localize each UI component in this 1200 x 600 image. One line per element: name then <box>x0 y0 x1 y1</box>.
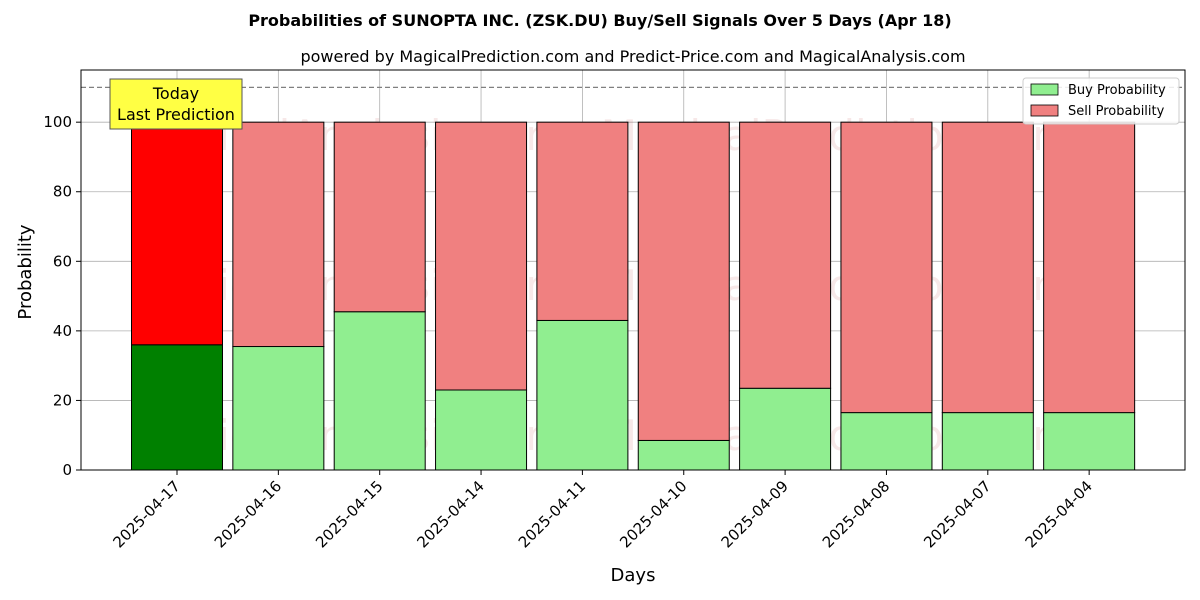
bar-sell <box>941 121 1034 414</box>
chart-subtitle: powered by MagicalPrediction.com and Pre… <box>300 47 965 66</box>
bar-sell <box>840 121 933 414</box>
bar-buy <box>739 387 832 471</box>
x-tick-label: 2025-04-16 <box>211 477 285 551</box>
bar-sell <box>333 121 426 313</box>
bar-buy <box>333 311 426 471</box>
y-tick-label: 60 <box>53 252 72 270</box>
y-tick-label: 20 <box>53 391 72 409</box>
bar-sell <box>1043 121 1136 414</box>
bars <box>131 121 1136 471</box>
x-ticks: 2025-04-17 2025-04-16 2025-04-15 2025-04-14… <box>109 470 1096 551</box>
bar-sell <box>637 121 730 441</box>
y-tick-label: 40 <box>53 322 72 340</box>
bar-buy <box>435 389 528 471</box>
annotation-line-1: Today <box>152 84 199 103</box>
x-axis-label: Days <box>611 565 656 586</box>
legend-swatch-buy <box>1030 83 1059 96</box>
bar-buy <box>131 344 223 471</box>
legend-label-buy: Buy Probability <box>1068 83 1166 98</box>
bar-sell <box>232 121 325 348</box>
bar-buy <box>840 412 933 471</box>
x-tick-label: 2025-04-11 <box>515 477 589 551</box>
bar-buy <box>637 439 730 471</box>
annotation-line-2: Last Prediction <box>117 105 235 124</box>
x-tick-label: 2025-04-10 <box>616 477 690 551</box>
y-tick-label: 100 <box>43 113 72 131</box>
bar-sell <box>536 121 629 321</box>
chart-title: Probabilities of SUNOPTA INC. (ZSK.DU) B… <box>248 11 951 30</box>
y-axis-label: Probability <box>15 224 36 319</box>
x-tick-label: 2025-04-07 <box>920 477 994 551</box>
x-tick-label: 2025-04-14 <box>413 477 487 551</box>
x-tick-label: 2025-04-17 <box>109 477 183 551</box>
legend-swatch-sell <box>1030 104 1059 117</box>
bar-buy <box>1043 412 1136 471</box>
axes <box>80 69 1186 471</box>
bar-buy <box>536 319 629 471</box>
plot-frame <box>80 69 1186 471</box>
legend: Buy Probability Sell Probability <box>1022 77 1180 125</box>
today-annotation: Today Last Prediction <box>109 78 243 130</box>
x-tick-label: 2025-04-15 <box>312 477 386 551</box>
y-ticks: 0 20 40 60 80 100 <box>43 113 81 479</box>
bar-buy <box>941 412 1034 471</box>
x-tick-label: 2025-04-08 <box>819 477 893 551</box>
y-tick-label: 0 <box>62 461 72 479</box>
bar-sell <box>435 121 528 391</box>
legend-label-sell: Sell Probability <box>1068 104 1165 119</box>
legend-box <box>1022 77 1180 125</box>
bar-sell <box>739 121 832 389</box>
y-tick-label: 80 <box>53 183 72 201</box>
bar-buy <box>232 346 325 471</box>
bar-sell <box>131 121 223 346</box>
x-tick-label: 2025-04-04 <box>1022 477 1096 551</box>
x-tick-label: 2025-04-09 <box>718 477 792 551</box>
annotation-box <box>109 78 243 130</box>
